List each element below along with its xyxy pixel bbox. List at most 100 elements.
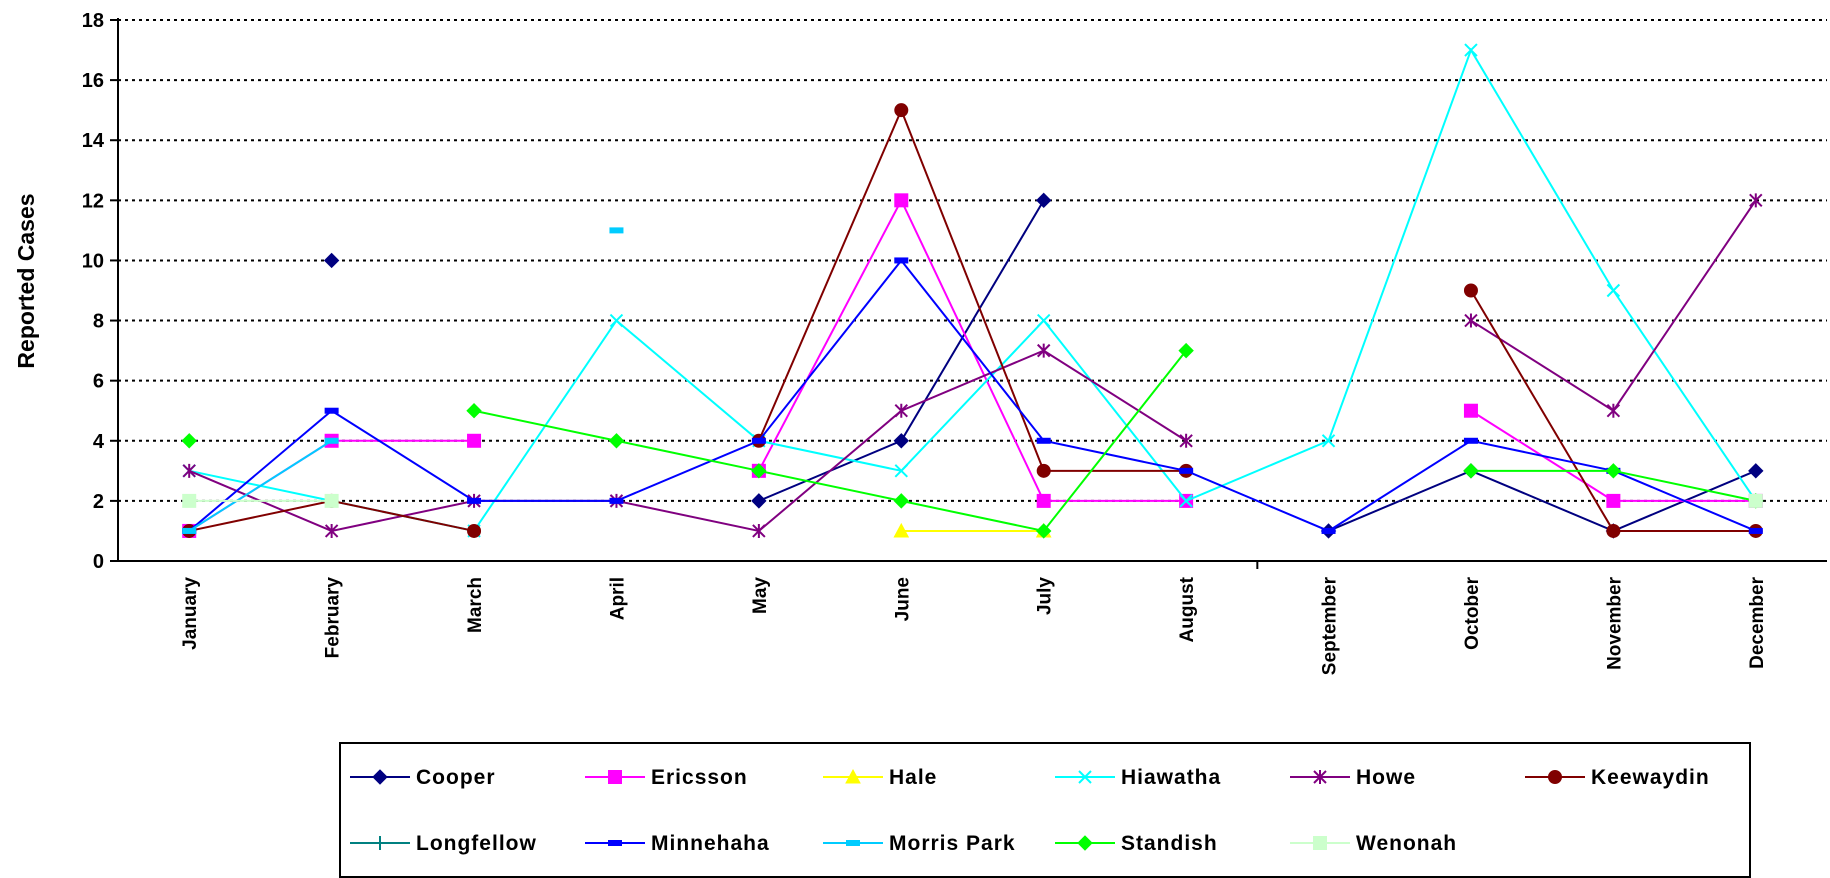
data-point-keewaydin xyxy=(1036,463,1051,478)
legend-label: Howe xyxy=(1356,766,1416,789)
x-category-label: November xyxy=(1604,576,1625,670)
legend-item-wenonah: Wenonah xyxy=(1290,832,1457,855)
data-point-hiawatha xyxy=(1464,43,1478,57)
series-ericsson xyxy=(182,193,1763,538)
legend-marker xyxy=(1313,770,1327,784)
series-line-keewaydin xyxy=(757,107,1187,472)
series-wenonah xyxy=(182,493,1763,508)
legend-label: Longfellow xyxy=(416,832,537,855)
data-point-keewaydin xyxy=(1463,283,1478,298)
y-tick-label: 2 xyxy=(93,491,104,513)
legend-item-ericsson: Ericsson xyxy=(585,766,748,789)
data-point-ericsson xyxy=(894,193,909,208)
y-tick-label: 4 xyxy=(93,431,105,453)
series-morris-park xyxy=(182,227,624,534)
x-category-label: October xyxy=(1462,576,1483,649)
series-minnehaha xyxy=(182,257,1763,534)
legend-label: Hiawatha xyxy=(1121,766,1221,789)
data-point-hiawatha xyxy=(1179,494,1193,508)
legend-box xyxy=(339,742,1751,878)
x-category-label: February xyxy=(323,577,344,659)
legend-marker xyxy=(608,770,622,784)
legend-label: Hale xyxy=(889,766,937,789)
series-cooper xyxy=(323,192,1764,539)
data-point-wenonah xyxy=(182,493,197,508)
legend-item-hale: Hale xyxy=(823,766,937,789)
series-standish xyxy=(181,342,1764,539)
data-point-minnehaha xyxy=(751,437,766,444)
x-category-label: June xyxy=(892,577,913,621)
x-category-label: January xyxy=(180,577,201,650)
data-point-keewaydin xyxy=(467,523,482,538)
data-point-standish xyxy=(1463,463,1479,479)
data-point-standish xyxy=(1178,342,1194,359)
legend-marker xyxy=(845,768,861,784)
data-point-cooper xyxy=(893,433,909,449)
legend-label: Standish xyxy=(1121,832,1218,855)
y-tick-label: 6 xyxy=(93,371,104,393)
series-line-cooper xyxy=(758,199,1045,502)
data-point-minnehaha xyxy=(467,497,482,504)
data-point-minnehaha xyxy=(894,257,909,264)
data-point-cooper xyxy=(1036,192,1052,209)
y-tick-label: 16 xyxy=(82,70,104,92)
series-howe xyxy=(182,193,1763,538)
data-point-standish xyxy=(893,493,909,509)
x-category-label: May xyxy=(750,577,771,614)
y-tick-label: 8 xyxy=(93,311,104,333)
data-point-morris-park xyxy=(609,227,624,234)
data-point-hale xyxy=(893,522,910,538)
y-tick-label: 0 xyxy=(93,551,104,573)
data-point-standish xyxy=(181,433,197,449)
series-lines xyxy=(181,43,1764,539)
data-point-howe xyxy=(894,403,908,418)
data-point-minnehaha xyxy=(609,497,624,504)
data-point-wenonah xyxy=(324,493,339,508)
y-tick-label: 14 xyxy=(82,130,105,152)
data-point-keewaydin xyxy=(894,103,909,118)
legend-label: Wenonah xyxy=(1356,832,1457,855)
legend-label: Minnehaha xyxy=(651,832,770,855)
legend-label: Cooper xyxy=(416,766,496,789)
legend: Cooper Ericsson Hale Hiawatha Howe Keewaydin L… xyxy=(339,742,1751,878)
series-line-howe xyxy=(1470,199,1757,413)
series-line-minnehaha xyxy=(188,258,1757,533)
series-line-ericsson xyxy=(188,439,475,532)
y-tick-label: 18 xyxy=(82,10,104,32)
data-point-ericsson xyxy=(1036,493,1051,508)
legend-label: Ericsson xyxy=(651,766,748,789)
legend-item-hiawatha: Hiawatha xyxy=(1055,766,1221,789)
legend-item-morris-park: Morris Park xyxy=(823,832,1016,855)
data-point-minnehaha xyxy=(324,407,339,414)
x-category-label: March xyxy=(465,577,486,633)
y-tick-label: 10 xyxy=(82,250,104,272)
data-point-hiawatha xyxy=(609,313,624,328)
legend-marker xyxy=(373,836,387,850)
legend-label: Keewaydin xyxy=(1591,766,1710,789)
data-point-minnehaha xyxy=(1321,527,1336,534)
y-tick-label: 12 xyxy=(82,190,104,212)
data-point-howe xyxy=(1749,193,1763,208)
x-category-label: September xyxy=(1320,576,1341,675)
data-point-howe xyxy=(182,463,196,478)
legend-item-longfellow: Longfellow xyxy=(350,832,537,855)
legend-label: Morris Park xyxy=(889,832,1016,855)
data-point-cooper xyxy=(323,252,340,269)
series-hale xyxy=(893,522,1052,538)
data-point-howe xyxy=(752,523,766,538)
legend-marker xyxy=(1077,835,1093,851)
legend-marker xyxy=(1548,770,1562,784)
series-line-howe xyxy=(188,349,1187,533)
legend-item-standish: Standish xyxy=(1055,832,1218,855)
data-point-ericsson xyxy=(1463,403,1478,418)
legend-item-keewaydin: Keewaydin xyxy=(1525,766,1710,789)
data-point-standish xyxy=(751,463,767,479)
data-point-wenonah xyxy=(1748,493,1763,508)
legend-marker xyxy=(846,840,860,846)
data-point-keewaydin xyxy=(1606,523,1621,538)
legend-item-cooper: Cooper xyxy=(350,766,496,789)
legend-marker xyxy=(372,769,388,785)
data-point-hiawatha xyxy=(1037,313,1051,328)
y-axis-title: Reported Cases xyxy=(13,193,39,368)
